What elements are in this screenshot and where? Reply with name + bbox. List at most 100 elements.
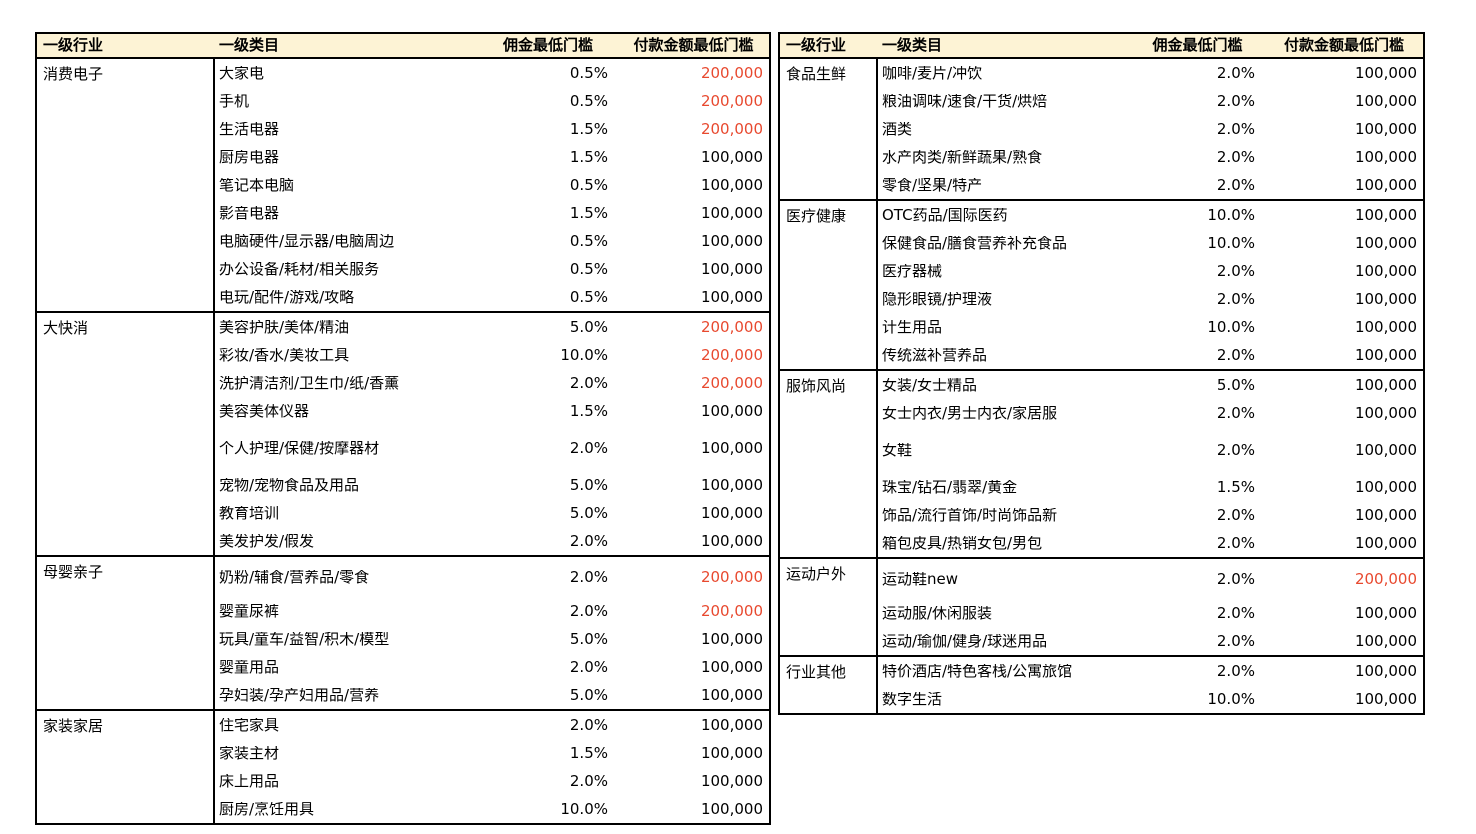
table-row: 酒类 2.0% 100,000 — [878, 115, 1423, 143]
category-cell: 传统滋补营养品 — [882, 347, 988, 363]
commission-cell: 5.0% — [569, 505, 608, 521]
payment-cell: 100,000 — [700, 745, 763, 761]
commission-cell: 5.0% — [569, 477, 608, 493]
table-row: 医疗器械 2.0% 100,000 — [878, 257, 1423, 285]
table-row: 隐形眼镜/护理液 2.0% 100,000 — [878, 285, 1423, 313]
commission-cell: 2.0% — [1216, 93, 1255, 109]
commission-cell: 5.0% — [1216, 377, 1255, 393]
payment-cell: 100,000 — [1354, 535, 1417, 551]
commission-cell: 2.0% — [1216, 65, 1255, 81]
category-cell: 美容美体仪器 — [219, 403, 310, 419]
payment-cell: 100,000 — [1354, 207, 1417, 223]
group-rows: 运动鞋new 2.0% 200,000 运动服/休闲服装 2.0% 100,000 运动/瑜… — [878, 559, 1423, 655]
payment-cell: 100,000 — [1354, 442, 1417, 458]
category-cell: 奶粉/辅食/营养品/零食 — [219, 569, 370, 585]
industry-cell: 医疗健康 — [780, 201, 878, 369]
category-cell: 手机 — [219, 93, 250, 109]
category-cell: 咖啡/麦片/冲饮 — [882, 65, 983, 81]
commission-cell: 2.0% — [1216, 633, 1255, 649]
table-row: 女士内衣/男士内衣/家居服 2.0% 100,000 — [878, 399, 1423, 427]
table-row: 电脑硬件/显示器/电脑周边 0.5% 100,000 — [215, 227, 769, 255]
industry-group: 母婴亲子 奶粉/辅食/营养品/零食 2.0% 200,000 婴童尿裤 2.0% 200,0… — [37, 557, 769, 711]
payment-cell: 200,000 — [700, 93, 763, 109]
table-row: 美发护发/假发 2.0% 100,000 — [215, 527, 769, 555]
commission-cell: 1.5% — [569, 121, 608, 137]
commission-cell: 2.0% — [1216, 507, 1255, 523]
commission-cell: 2.0% — [569, 533, 608, 549]
category-cell: 个人护理/保健/按摩器材 — [219, 440, 380, 456]
table-row: 办公设备/耗材/相关服务 0.5% 100,000 — [215, 255, 769, 283]
payment-cell: 100,000 — [700, 801, 763, 817]
table-row: 特价酒店/特色客栈/公寓旅馆 2.0% 100,000 — [878, 657, 1423, 685]
category-cell: 电玩/配件/游戏/攻略 — [219, 289, 355, 305]
commission-cell: 2.0% — [1216, 121, 1255, 137]
commission-cell: 2.0% — [569, 440, 608, 456]
left-table-body: 消费电子 大家电 0.5% 200,000 手机 0.5% 200,000 生活电器 1.5% 2… — [37, 59, 769, 823]
payment-cell: 100,000 — [700, 261, 763, 277]
category-cell: 玩具/童车/益智/积木/模型 — [219, 631, 390, 647]
commission-cell: 0.5% — [569, 93, 608, 109]
right-table: 一级行业 一级类目 佣金最低门槛 付款金额最低门槛 食品生鲜 咖啡/麦片/冲饮 2.… — [778, 32, 1425, 715]
category-cell: 运动服/休闲服装 — [882, 605, 993, 621]
table-row: 笔记本电脑 0.5% 100,000 — [215, 171, 769, 199]
table-row: 水产肉类/新鲜蔬果/熟食 2.0% 100,000 — [878, 143, 1423, 171]
payment-cell: 100,000 — [1354, 663, 1417, 679]
header-industry: 一级行业 — [786, 36, 847, 54]
category-cell: 办公设备/耗材/相关服务 — [219, 261, 380, 277]
table-row: 玩具/童车/益智/积木/模型 5.0% 100,000 — [215, 625, 769, 653]
commission-cell: 10.0% — [560, 801, 608, 817]
commission-cell: 1.5% — [569, 205, 608, 221]
group-rows: 大家电 0.5% 200,000 手机 0.5% 200,000 生活电器 1.5% 200,0… — [215, 59, 769, 311]
table-row: 粮油调味/速食/干货/烘焙 2.0% 100,000 — [878, 87, 1423, 115]
payment-cell: 100,000 — [700, 149, 763, 165]
payment-cell: 200,000 — [1354, 571, 1417, 587]
table-row: 床上用品 2.0% 100,000 — [215, 767, 769, 795]
table-row: 婴童尿裤 2.0% 200,000 — [215, 597, 769, 625]
group-rows: 美容护肤/美体/精油 5.0% 200,000 彩妆/香水/美妆工具 10.0% 200,… — [215, 313, 769, 555]
commission-cell: 2.0% — [1216, 263, 1255, 279]
industry-group: 服饰风尚 女装/女士精品 5.0% 100,000 女士内衣/男士内衣/家居服 2.0% 1… — [780, 371, 1423, 559]
industry-cell: 行业其他 — [780, 657, 878, 713]
industry-cell: 家装家居 — [37, 711, 215, 823]
commission-cell: 2.0% — [1216, 605, 1255, 621]
table-row: 厨房/烹饪用具 10.0% 100,000 — [215, 795, 769, 823]
industry-group: 消费电子 大家电 0.5% 200,000 手机 0.5% 200,000 生活电器 1.5% 2… — [37, 59, 769, 313]
category-cell: 婴童用品 — [219, 659, 280, 675]
table-row: 运动鞋new 2.0% 200,000 — [878, 559, 1423, 599]
category-cell: 女士内衣/男士内衣/家居服 — [882, 405, 1058, 421]
commission-cell: 10.0% — [560, 347, 608, 363]
commission-cell: 5.0% — [569, 687, 608, 703]
table-row: 宠物/宠物食品及用品 5.0% 100,000 — [215, 471, 769, 499]
category-cell: 箱包皮具/热销女包/男包 — [882, 535, 1043, 551]
payment-cell: 100,000 — [1354, 93, 1417, 109]
commission-cell: 1.5% — [1216, 479, 1255, 495]
header-payment: 付款金额最低门槛 — [633, 36, 754, 54]
category-cell: 电脑硬件/显示器/电脑周边 — [219, 233, 395, 249]
payment-cell: 100,000 — [700, 477, 763, 493]
table-row: 家装主材 1.5% 100,000 — [215, 739, 769, 767]
payment-cell: 100,000 — [700, 440, 763, 456]
payment-cell: 100,000 — [1354, 149, 1417, 165]
payment-cell: 200,000 — [700, 603, 763, 619]
commission-cell: 0.5% — [569, 65, 608, 81]
header-payment: 付款金额最低门槛 — [1283, 36, 1404, 54]
category-cell: OTC药品/国际医药 — [882, 207, 1008, 223]
category-cell: 大家电 — [219, 65, 265, 81]
category-cell: 美容护肤/美体/精油 — [219, 319, 350, 335]
group-rows: 咖啡/麦片/冲饮 2.0% 100,000 粮油调味/速食/干货/烘焙 2.0% 100,… — [878, 59, 1423, 199]
category-cell: 笔记本电脑 — [219, 177, 295, 193]
payment-cell: 100,000 — [700, 773, 763, 789]
commission-cell: 2.0% — [569, 773, 608, 789]
industry-group: 行业其他 特价酒店/特色客栈/公寓旅馆 2.0% 100,000 数字生活 10.0% 10… — [780, 657, 1423, 713]
table-row: 运动/瑜伽/健身/球迷用品 2.0% 100,000 — [878, 627, 1423, 655]
payment-cell: 100,000 — [1354, 291, 1417, 307]
table-row: 珠宝/钻石/翡翠/黄金 1.5% 100,000 — [878, 473, 1423, 501]
industry-group: 家装家居 住宅家具 2.0% 100,000 家装主材 1.5% 100,000 床上用品 2.… — [37, 711, 769, 823]
table-row: 孕妇装/孕产妇用品/营养 5.0% 100,000 — [215, 681, 769, 709]
table-row: 运动服/休闲服装 2.0% 100,000 — [878, 599, 1423, 627]
commission-cell: 2.0% — [1216, 442, 1255, 458]
commission-cell: 2.0% — [1216, 535, 1255, 551]
commission-cell: 2.0% — [569, 569, 608, 585]
payment-cell: 100,000 — [1354, 319, 1417, 335]
table-row: 手机 0.5% 200,000 — [215, 87, 769, 115]
